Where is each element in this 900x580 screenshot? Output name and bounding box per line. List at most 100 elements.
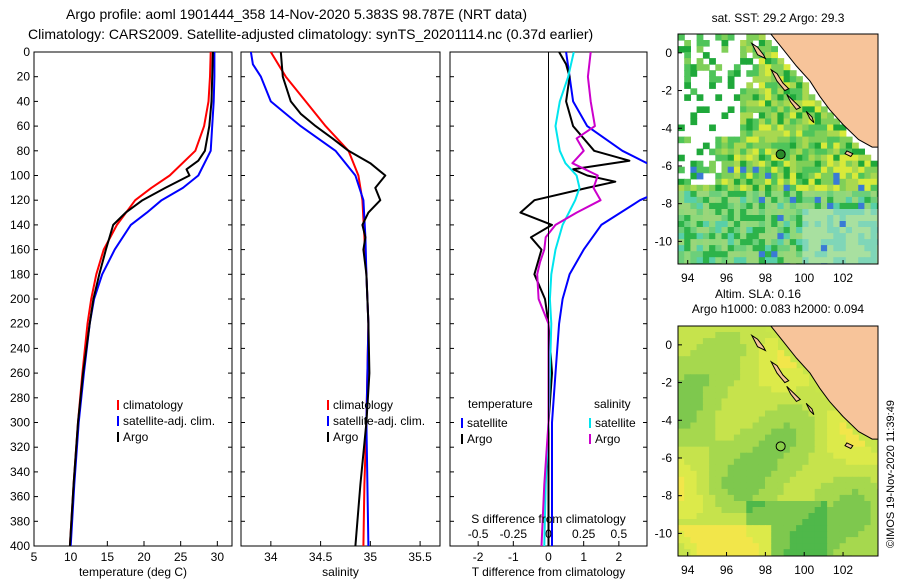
grid-cell (802, 257, 810, 264)
grid-cell (833, 148, 841, 156)
grid-cell (771, 344, 778, 351)
grid-cell (733, 154, 741, 162)
y-tick-label: 220 (10, 317, 30, 331)
x-tick-label: 25 (174, 550, 188, 564)
series-group (68, 52, 216, 546)
grid-cell (839, 202, 847, 210)
grid-cell (765, 124, 772, 132)
grid-cell (765, 166, 772, 174)
grid-cell (690, 416, 698, 424)
grid-cell (740, 239, 747, 246)
grid-cell (783, 82, 791, 89)
grid-cell (758, 112, 766, 119)
grid-cell (852, 239, 859, 246)
grid-cell (789, 422, 797, 430)
grid-cell (789, 215, 797, 222)
grid-cell (876, 172, 878, 180)
grid-cell (789, 166, 797, 174)
grid-cell (789, 374, 797, 381)
grid-cell (783, 148, 791, 156)
grid-cell (715, 374, 723, 381)
grid-cell (758, 392, 766, 399)
grid-cell (771, 501, 778, 508)
grid-cell (721, 251, 729, 258)
grid-cell (765, 106, 772, 113)
grid-cell (678, 386, 685, 393)
grid-cell (789, 513, 797, 520)
grid-cell (709, 362, 716, 369)
grid-cell (852, 202, 859, 210)
grid-cell (858, 464, 865, 472)
grid-cell (758, 513, 766, 520)
grid-cell (771, 543, 778, 550)
grid-cell (820, 118, 828, 126)
grid-cell (870, 227, 878, 234)
grid-cell (820, 184, 828, 192)
grid-cell (833, 227, 841, 234)
grid-cell (870, 215, 878, 222)
grid-cell (852, 154, 859, 162)
grid-cell (709, 368, 716, 375)
grid-cell (789, 549, 797, 556)
grid-cell (808, 136, 816, 144)
grid-cell (684, 215, 691, 222)
grid-cell (690, 549, 698, 556)
grid-cell (752, 190, 760, 198)
grid-cell (802, 136, 810, 144)
grid-cell (820, 464, 828, 472)
grid-cell (783, 428, 791, 436)
grid-cell (765, 531, 772, 538)
grid-cell (777, 452, 785, 460)
grid-cell (733, 488, 741, 496)
grid-cell (777, 386, 785, 393)
grid-cell (820, 458, 828, 466)
grid-cell (727, 172, 735, 180)
grid-cell (740, 458, 747, 466)
grid-cell (796, 196, 803, 204)
grid-cell (696, 374, 704, 381)
grid-cell (796, 124, 803, 132)
grid-cell (709, 215, 716, 222)
grid-cell (752, 64, 760, 71)
grid-cell (709, 344, 716, 351)
grid-cell (845, 257, 853, 264)
grid-cell (696, 513, 704, 520)
grid-cell (833, 196, 841, 204)
grid-cell (740, 124, 747, 132)
grid-cell (733, 356, 741, 363)
grid-cell (765, 422, 772, 430)
legend-label: Argo (595, 432, 621, 446)
grid-cell (808, 464, 816, 472)
grid-cell (727, 410, 735, 418)
grid-cell (715, 94, 723, 101)
grid-cell (789, 118, 797, 126)
grid-cell (690, 344, 698, 351)
grid-cell (752, 392, 760, 399)
grid-cell (802, 416, 810, 424)
grid-cell (827, 130, 834, 138)
grid-cell (858, 452, 865, 460)
grid-cell (783, 257, 791, 264)
grid-cell (808, 470, 816, 478)
grid-cell (827, 148, 834, 156)
grid-cell (870, 537, 878, 544)
grid-cell (814, 549, 822, 556)
land-island (805, 110, 815, 123)
map-field (678, 34, 878, 264)
grid-cell (802, 488, 810, 496)
grid-cell (715, 525, 723, 532)
grid-cell (796, 82, 803, 89)
grid-cell (839, 428, 847, 436)
y-tick-label: 0 (665, 46, 672, 60)
grid-cell (678, 46, 685, 53)
grid-cell (771, 239, 778, 246)
grid-cell (783, 76, 791, 83)
grid-cell (684, 428, 691, 436)
grid-cell (696, 434, 704, 442)
grid-cell (808, 507, 816, 514)
grid-cell (789, 368, 797, 375)
grid-cell (727, 386, 735, 393)
grid-cell (740, 332, 747, 339)
legend-label: climatology (333, 398, 393, 412)
grid-cell (684, 482, 691, 490)
